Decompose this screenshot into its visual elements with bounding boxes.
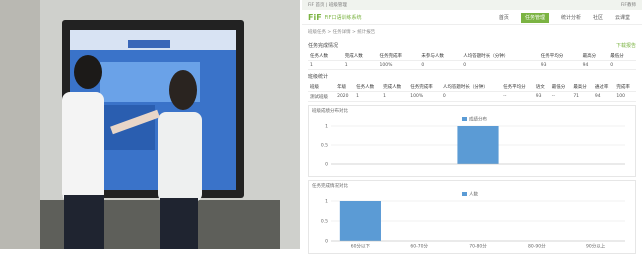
x-tick-label: 80-90分	[528, 243, 546, 250]
cell: 100%	[408, 92, 441, 102]
cell: 0	[419, 61, 461, 70]
logo[interactable]: FiF	[308, 13, 322, 22]
class-section: 班级统计 班级年级任务人数完成人数任务完成率人均答题时长（分钟）任务平均分语文最…	[308, 73, 636, 102]
photo	[0, 0, 300, 249]
x-tick-label: 70-80分	[469, 243, 487, 250]
cell: 测试班级	[308, 92, 335, 102]
chart: 0 0.5 1 成绩分布	[309, 116, 635, 174]
nav-item[interactable]: 云课堂	[615, 15, 630, 21]
column-header: 完成人数	[381, 82, 408, 92]
cell: --	[501, 92, 534, 102]
column-header: 语文	[534, 82, 550, 92]
nav: 首页 任务管理 统计分析 社区 云课堂	[493, 14, 636, 21]
column-header: 完成率	[614, 82, 636, 92]
chart-title: 任务完成情况对比	[309, 181, 635, 191]
person-hair	[169, 70, 197, 110]
system-name: FiF口语训练系统	[325, 14, 493, 21]
cell: 93	[534, 92, 550, 102]
y-tick-label: 0	[325, 162, 328, 168]
nav-item[interactable]: 任务管理	[521, 13, 549, 23]
column-header: 通过率	[593, 82, 615, 92]
header-row: 班级年级任务人数完成人数任务完成率人均答题时长（分钟）任务平均分语文最低分最高分…	[308, 82, 636, 92]
chart-title: 班级成绩分布对比	[309, 106, 635, 116]
nav-item[interactable]: 统计分析	[561, 15, 581, 21]
class-table: 班级年级任务人数完成人数任务完成率人均答题时长（分钟）任务平均分语文最低分最高分…	[308, 82, 636, 102]
cell: 93	[539, 61, 581, 70]
cell: 94	[593, 92, 615, 102]
column-header: 人均答题时长（分钟）	[441, 82, 501, 92]
column-header: 最低分	[550, 82, 572, 92]
column-header: 人均答题时长（分钟）	[461, 51, 538, 61]
column-header: 最低分	[608, 51, 636, 61]
column-header: 任务平均分	[501, 82, 534, 92]
cell: 100%	[378, 61, 420, 70]
wall-shadow	[0, 0, 40, 249]
download-link[interactable]: 下载报告	[616, 42, 636, 49]
chart-box: 班级成绩分布对比 0 0.5 1 成绩分布	[308, 105, 636, 177]
cell: 2020	[335, 92, 354, 102]
user[interactable]: FiF教师	[621, 2, 636, 8]
legend-swatch	[462, 117, 467, 121]
cell: 0	[441, 92, 501, 102]
cell: 1	[343, 61, 378, 70]
column-header: 任务人数	[354, 82, 381, 92]
y-tick-label: 0	[325, 239, 328, 245]
cell: 0	[461, 61, 538, 70]
legend-label: 人数	[469, 191, 478, 198]
column-header: 班级	[308, 82, 335, 92]
person-shirt	[62, 92, 104, 202]
top-bar: FiF 首页 | 班级管理 FiF教师	[302, 0, 642, 10]
column-header: 任务人数	[308, 51, 343, 61]
breadcrumb: FiF 首页 | 班级管理	[308, 2, 347, 8]
nav-item[interactable]: 首页	[499, 15, 509, 21]
section-title: 任务完成情况	[308, 42, 338, 49]
person-skirt	[160, 198, 198, 249]
chart: 0 0.5 1 人数 60分以下 60-70分 70-80分 80-90分 90分以上	[309, 191, 635, 251]
column-header: 完成人数	[343, 51, 378, 61]
cell: 1	[354, 92, 381, 102]
column-header: 年级	[335, 82, 354, 92]
bar	[457, 126, 498, 164]
column-header: 最高分	[581, 51, 609, 61]
path: 班级任务 > 任务详情 > 统计报告	[302, 25, 642, 39]
legend-label: 成绩分布	[469, 116, 487, 123]
column-header: 最高分	[571, 82, 593, 92]
app: FiF 首页 | 班级管理 FiF教师 FiF FiF口语训练系统 首页 任务管理 统…	[302, 0, 642, 249]
cell: 1	[381, 92, 408, 102]
nav-bar: FiF FiF口语训练系统 首页 任务管理 统计分析 社区 云课堂	[302, 10, 642, 25]
column-header: 任务完成率	[378, 51, 420, 61]
header-row: 任务人数完成人数任务完成率未参与人数人均答题时长（分钟）任务平均分最高分最低分	[308, 51, 636, 61]
column-header: 任务完成率	[408, 82, 441, 92]
cell: 100	[614, 92, 636, 102]
person-hair	[74, 55, 102, 89]
chart-box: 任务完成情况对比 0 0.5 1 人数 60分以下 60-70分 70-80分 80-90分 90…	[308, 180, 636, 254]
x-tick-label: 90分以上	[586, 243, 606, 250]
bar	[340, 201, 381, 241]
x-tick-label: 60分以下	[351, 243, 371, 250]
y-tick-label: 1	[325, 124, 328, 130]
task-section: 任务完成情况 下载报告 任务人数完成人数任务完成率未参与人数人均答题时长（分钟）任…	[308, 42, 636, 70]
cell: --	[550, 92, 572, 102]
y-tick-label: 0.5	[321, 143, 328, 149]
column-header: 未参与人数	[419, 51, 461, 61]
page: FiF 首页 | 班级管理 FiF教师 FiF FiF口语训练系统 首页 任务管理 统…	[0, 0, 642, 249]
cell: 1	[308, 61, 343, 70]
nav-item[interactable]: 社区	[593, 15, 603, 21]
legend-swatch	[462, 192, 467, 196]
cell: 94	[581, 61, 609, 70]
y-tick-label: 0.5	[321, 219, 328, 225]
y-tick-label: 1	[325, 199, 328, 205]
person-skirt	[64, 195, 104, 249]
cell: 0	[608, 61, 636, 70]
person-shirt	[158, 112, 202, 202]
cell: 71	[571, 92, 593, 102]
section-title: 班级统计	[308, 73, 328, 80]
x-tick-label: 60-70分	[410, 243, 428, 250]
screen-tab	[128, 40, 170, 48]
column-header: 任务平均分	[539, 51, 581, 61]
